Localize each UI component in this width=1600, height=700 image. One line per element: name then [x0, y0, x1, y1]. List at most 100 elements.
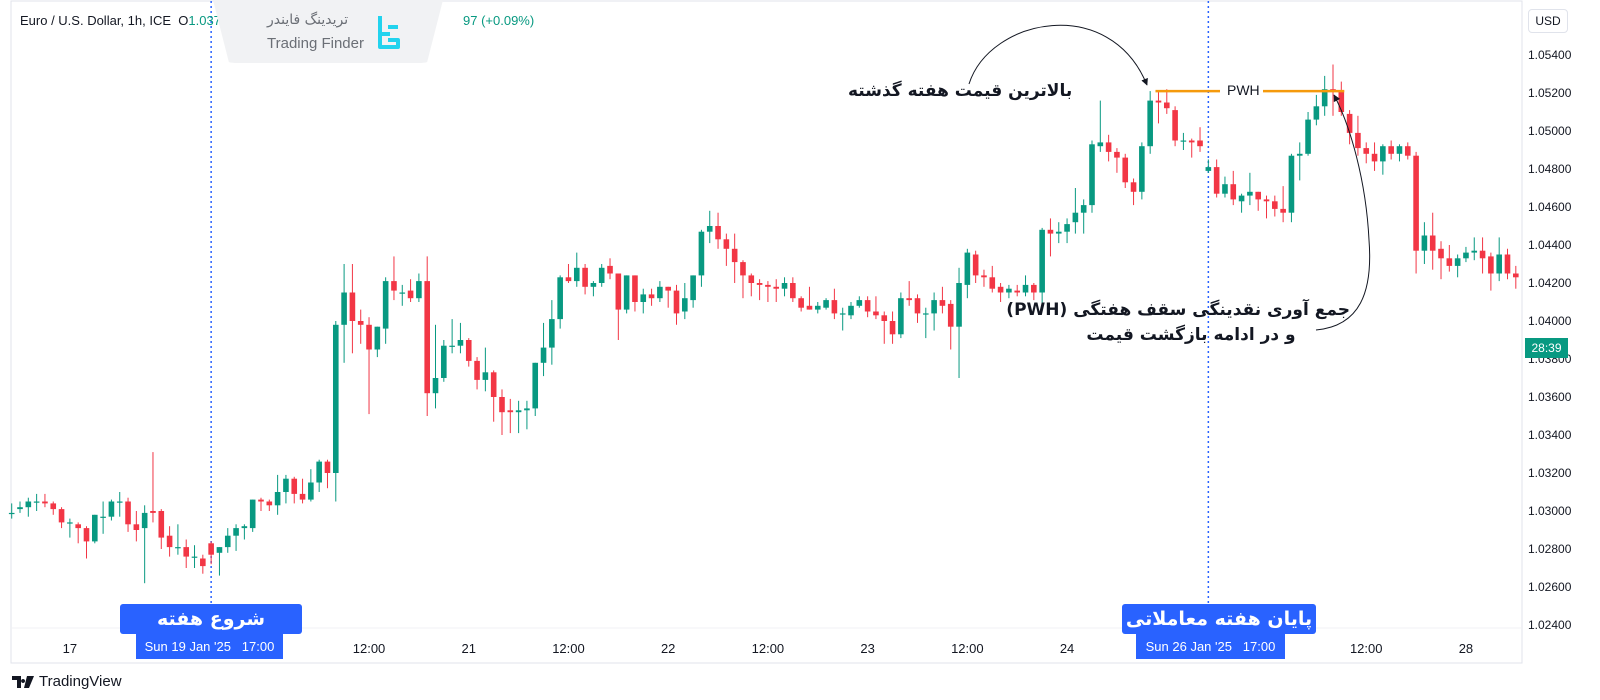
- candle-up: [457, 322, 464, 354]
- candle-up: [374, 326, 381, 358]
- candle-body: [1039, 229, 1045, 293]
- price-tick-label: 1.03000: [1528, 504, 1572, 518]
- candle-body: [1479, 250, 1486, 259]
- candle-body: [316, 461, 322, 483]
- candle-down: [798, 296, 804, 312]
- candle-body: [1130, 182, 1137, 192]
- candle-body: [92, 514, 98, 542]
- candle-body: [956, 283, 962, 327]
- candle-body: [931, 300, 937, 314]
- candle-body: [756, 283, 763, 285]
- candle-body: [557, 277, 563, 320]
- candle-down: [765, 281, 771, 302]
- candle-up: [1396, 144, 1403, 162]
- candle-up: [216, 547, 223, 576]
- candle-body: [1139, 146, 1145, 192]
- sweep-note-line2: و در ادامه بازگشت قیمت: [1086, 325, 1296, 345]
- candle-up: [956, 267, 962, 378]
- candle-up: [441, 340, 447, 382]
- price-tick-label: 1.05000: [1528, 124, 1572, 138]
- candle-body: [258, 499, 264, 502]
- candle-up: [1064, 218, 1070, 244]
- candle-down: [881, 311, 888, 344]
- candle-down: [1213, 159, 1220, 198]
- week-start-date-box: Sun 19 Jan '25 17:00: [136, 634, 283, 659]
- candle-down: [208, 541, 214, 565]
- candle-body: [798, 298, 804, 308]
- candle-body: [507, 410, 514, 413]
- candle-up: [640, 288, 647, 314]
- candle-body: [42, 501, 48, 504]
- candle-body: [972, 254, 979, 276]
- candle-up: [1205, 159, 1212, 173]
- candle-body: [748, 275, 755, 283]
- price-tick-label: 1.02800: [1528, 542, 1572, 556]
- candle-body: [1197, 140, 1203, 147]
- candle-body: [1429, 235, 1436, 251]
- candle-down: [939, 286, 946, 314]
- candle-up: [332, 321, 339, 502]
- candle-up: [399, 284, 406, 306]
- candle-down: [465, 338, 472, 367]
- candle-up: [1296, 142, 1303, 181]
- sweep-note-line1: جمع آوری نقدینگی سقف هفتگی (PWH): [1006, 300, 1350, 320]
- candle-down: [748, 273, 755, 297]
- candle-body: [682, 298, 688, 312]
- candle-body: [740, 262, 746, 276]
- candle-down: [1280, 186, 1286, 223]
- candle-down: [914, 294, 921, 323]
- candle-up: [1080, 199, 1087, 234]
- week-end-label: پایان هفته معاملاتی: [1122, 604, 1316, 634]
- candle-down: [1272, 195, 1278, 217]
- bar-countdown: 28:39: [1525, 337, 1568, 358]
- candle-down: [1255, 191, 1261, 211]
- candle-down: [648, 288, 655, 306]
- candle-down: [1429, 212, 1436, 270]
- price-tick-label: 1.04400: [1528, 238, 1572, 252]
- time-tick-label: 28: [1458, 641, 1474, 656]
- candle-body: [183, 547, 190, 557]
- candle-up: [449, 319, 455, 354]
- pwh-note-arrow: [968, 24, 1148, 86]
- price-tick-label: 1.05200: [1528, 86, 1572, 100]
- candle-down: [790, 277, 796, 302]
- candle-body: [898, 298, 904, 335]
- candle-down: [200, 554, 206, 574]
- candle-up: [706, 210, 713, 244]
- candle-body: [1055, 231, 1062, 234]
- candle-body: [216, 547, 223, 553]
- candle-body: [416, 281, 422, 299]
- candle-body: [715, 226, 721, 240]
- candle-up: [931, 292, 937, 331]
- candle-down: [299, 478, 306, 504]
- candle-down: [723, 233, 730, 266]
- tradingview-logo[interactable]: TradingView: [12, 673, 122, 690]
- candle-body: [441, 345, 447, 378]
- candle-body: [141, 512, 148, 529]
- candle-up: [623, 275, 630, 314]
- candle-up: [1463, 246, 1469, 263]
- time-tick-label: 24: [1059, 641, 1075, 656]
- candle-body: [1321, 89, 1328, 107]
- candle-up: [515, 400, 522, 434]
- candle-body: [125, 501, 131, 525]
- candle-up: [283, 474, 289, 504]
- candle-body: [374, 326, 381, 350]
- candle-down: [981, 269, 987, 287]
- watermark-text-en: Trading Finder: [267, 35, 364, 52]
- candle-down: [125, 497, 131, 532]
- candle-body: [8, 512, 15, 515]
- candle-body: [150, 511, 156, 513]
- candle-body: [1388, 146, 1394, 154]
- candle-up: [1222, 176, 1228, 198]
- candle-body: [1238, 195, 1245, 202]
- candle-up: [1022, 275, 1029, 297]
- candle-body: [989, 277, 996, 289]
- candle-down: [366, 317, 372, 415]
- currency-button[interactable]: USD: [1528, 9, 1568, 33]
- candle-down: [831, 288, 838, 320]
- price-tick-label: 1.03600: [1528, 390, 1572, 404]
- change-value: 97 (+0.09%): [463, 13, 535, 28]
- candle-body: [1446, 258, 1453, 266]
